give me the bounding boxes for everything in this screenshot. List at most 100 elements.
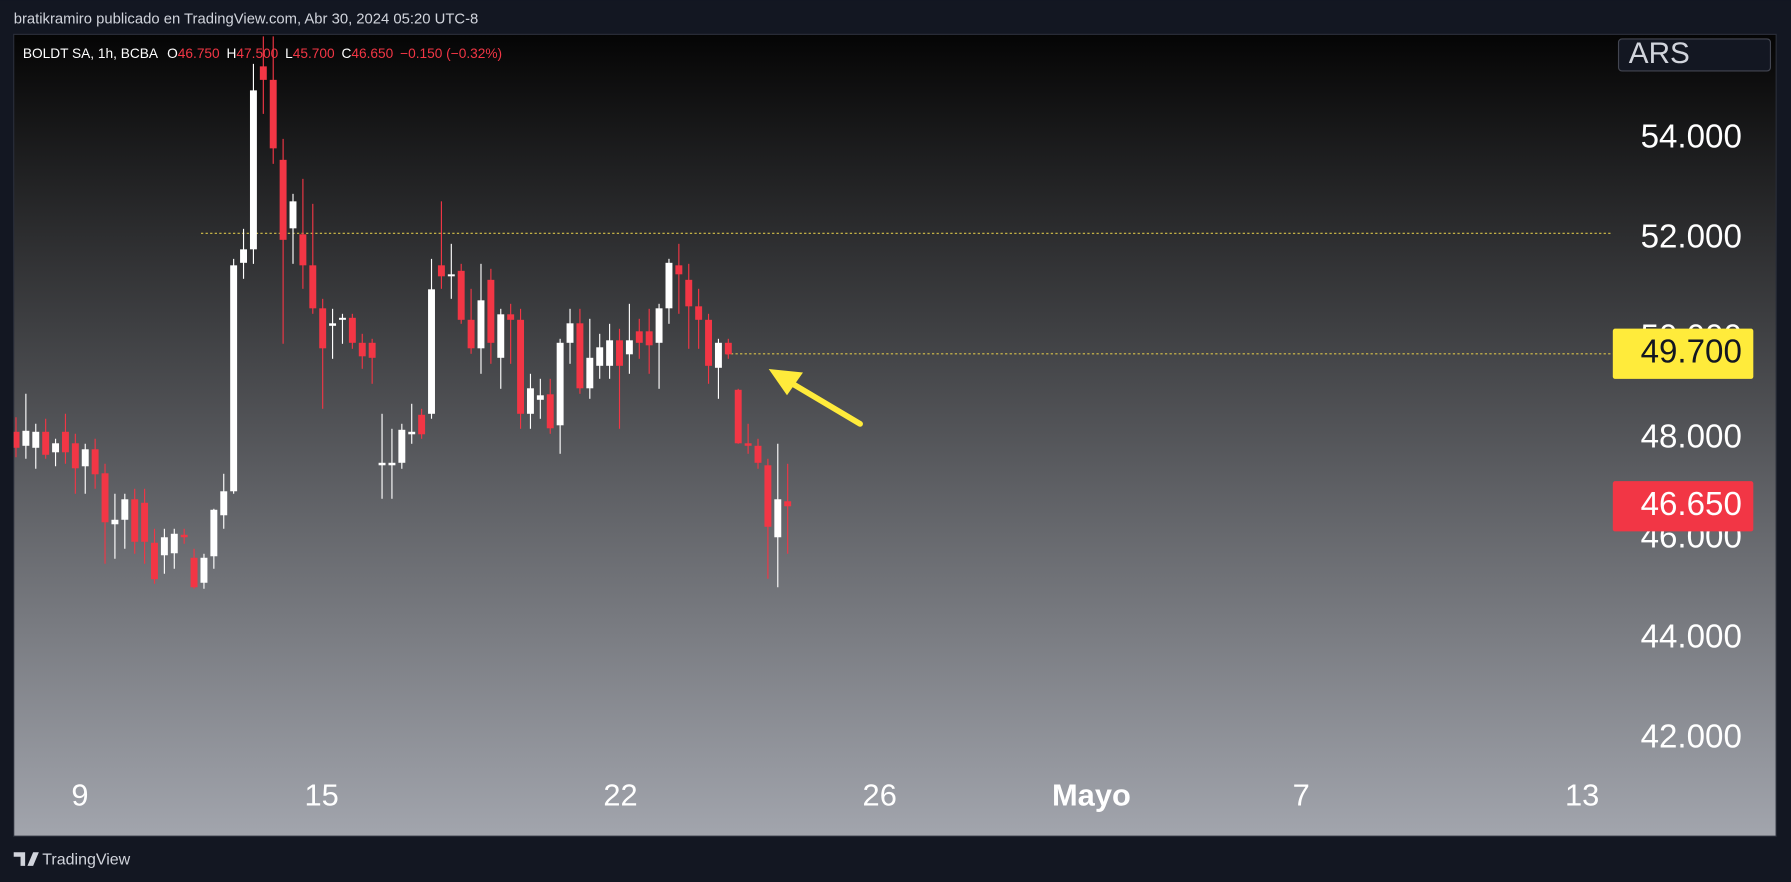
candle-body	[289, 201, 297, 229]
price-label: 46.650	[1641, 486, 1742, 523]
candle-body	[724, 342, 732, 355]
candle-body	[526, 388, 534, 414]
brand-logo	[13, 852, 39, 866]
candle-body	[437, 265, 445, 277]
candle-body	[170, 533, 178, 554]
candle-body	[388, 462, 396, 466]
symbol: BOLDT SA, 1h, BCBA	[23, 45, 159, 60]
candle-body	[467, 319, 475, 349]
candle-body	[319, 308, 327, 349]
candle-body	[329, 323, 337, 326]
currency[interactable]: ARS	[1629, 37, 1690, 70]
candle-body	[546, 394, 554, 429]
candle-body	[606, 340, 614, 366]
candle-body	[91, 449, 99, 475]
candle-body	[220, 491, 228, 516]
candle-body	[428, 289, 435, 414]
candle-body	[61, 431, 69, 453]
candle-body	[101, 473, 109, 523]
candle-body	[141, 502, 149, 542]
candle-body	[151, 542, 158, 580]
candle-body	[368, 342, 376, 358]
chart-background	[13, 33, 1777, 837]
y-tick-label: 44.000	[1641, 618, 1742, 655]
candle-body	[160, 537, 168, 556]
arrow-head	[768, 369, 803, 396]
candle-body	[477, 300, 485, 349]
candle-body	[418, 414, 426, 435]
candle-body	[71, 443, 79, 469]
legend-value: 46.750	[178, 45, 220, 60]
x-tick-label: 13	[1565, 778, 1599, 813]
legend-value: 47.500	[236, 45, 278, 60]
candle-body	[665, 262, 673, 309]
candle-body	[309, 265, 317, 309]
candle-body	[398, 429, 406, 463]
candle-body	[121, 499, 129, 520]
candle-body	[734, 389, 742, 444]
candle-body	[596, 347, 604, 366]
ohlc: O46.750 H47.500 L45.700 C46.650	[167, 45, 393, 60]
candle-body	[714, 342, 722, 368]
candle-body	[754, 445, 762, 463]
currency-box[interactable]	[1617, 38, 1772, 72]
candle-body	[348, 317, 356, 343]
candle-body	[764, 465, 772, 527]
price-axis: 42.00044.00046.00048.00050.00052.00054.0…	[71, 119, 1754, 813]
candle-body	[507, 314, 515, 320]
arrow-shaft	[789, 381, 863, 427]
brand: TradingView	[13, 851, 131, 868]
x-tick-label: 15	[305, 778, 339, 813]
y-tick-label: 48.000	[1641, 419, 1742, 456]
candle-body	[655, 308, 663, 343]
candle-body	[249, 90, 257, 250]
candle-body	[299, 234, 307, 266]
candle-body	[645, 331, 653, 346]
candle-body	[774, 499, 782, 538]
y-tick-label: 42.000	[1641, 718, 1742, 755]
candle-body	[625, 340, 633, 355]
brand-name: TradingView	[42, 851, 130, 868]
publisher-note: bratikramiro publicado en TradingView.co…	[14, 11, 479, 27]
candle-body	[744, 443, 752, 446]
candle-body	[190, 557, 198, 588]
candle-body	[616, 340, 623, 366]
candle-body	[378, 462, 386, 466]
candle-body	[408, 431, 416, 435]
candle-body	[13, 431, 20, 448]
x-tick-label: 7	[1293, 778, 1310, 813]
candle-body	[52, 443, 60, 453]
candle-body	[675, 265, 683, 275]
candle-body	[497, 314, 505, 358]
candle-body	[705, 319, 712, 366]
candle-body	[200, 557, 208, 583]
candle-body	[517, 319, 525, 414]
candle-body	[81, 449, 89, 467]
candle-body	[556, 342, 564, 426]
candle-body	[358, 342, 366, 357]
price-label-box	[1612, 481, 1754, 532]
candle-body	[695, 306, 703, 320]
candle-body	[42, 431, 50, 455]
candle-body	[180, 534, 188, 538]
candle-body	[111, 519, 119, 525]
x-tick-label: 22	[603, 778, 637, 813]
candle-body	[32, 431, 40, 448]
y-tick-label: 52.000	[1641, 219, 1742, 256]
legend-value: 46.650	[351, 45, 393, 60]
plot-area	[13, 36, 1613, 589]
arrow-annotation	[768, 369, 863, 427]
x-tick-label: Mayo	[1052, 778, 1131, 813]
y-tick-label: 54.000	[1641, 119, 1742, 156]
price-label-box	[1612, 328, 1754, 379]
legend-value: 45.700	[293, 45, 335, 60]
candle-body	[784, 501, 792, 507]
candle-body	[536, 395, 544, 400]
legend-label: O	[167, 45, 178, 60]
x-tick-label: 26	[863, 778, 897, 813]
candle-body	[259, 66, 267, 80]
candle-body	[230, 265, 238, 492]
candle-body	[566, 323, 574, 343]
